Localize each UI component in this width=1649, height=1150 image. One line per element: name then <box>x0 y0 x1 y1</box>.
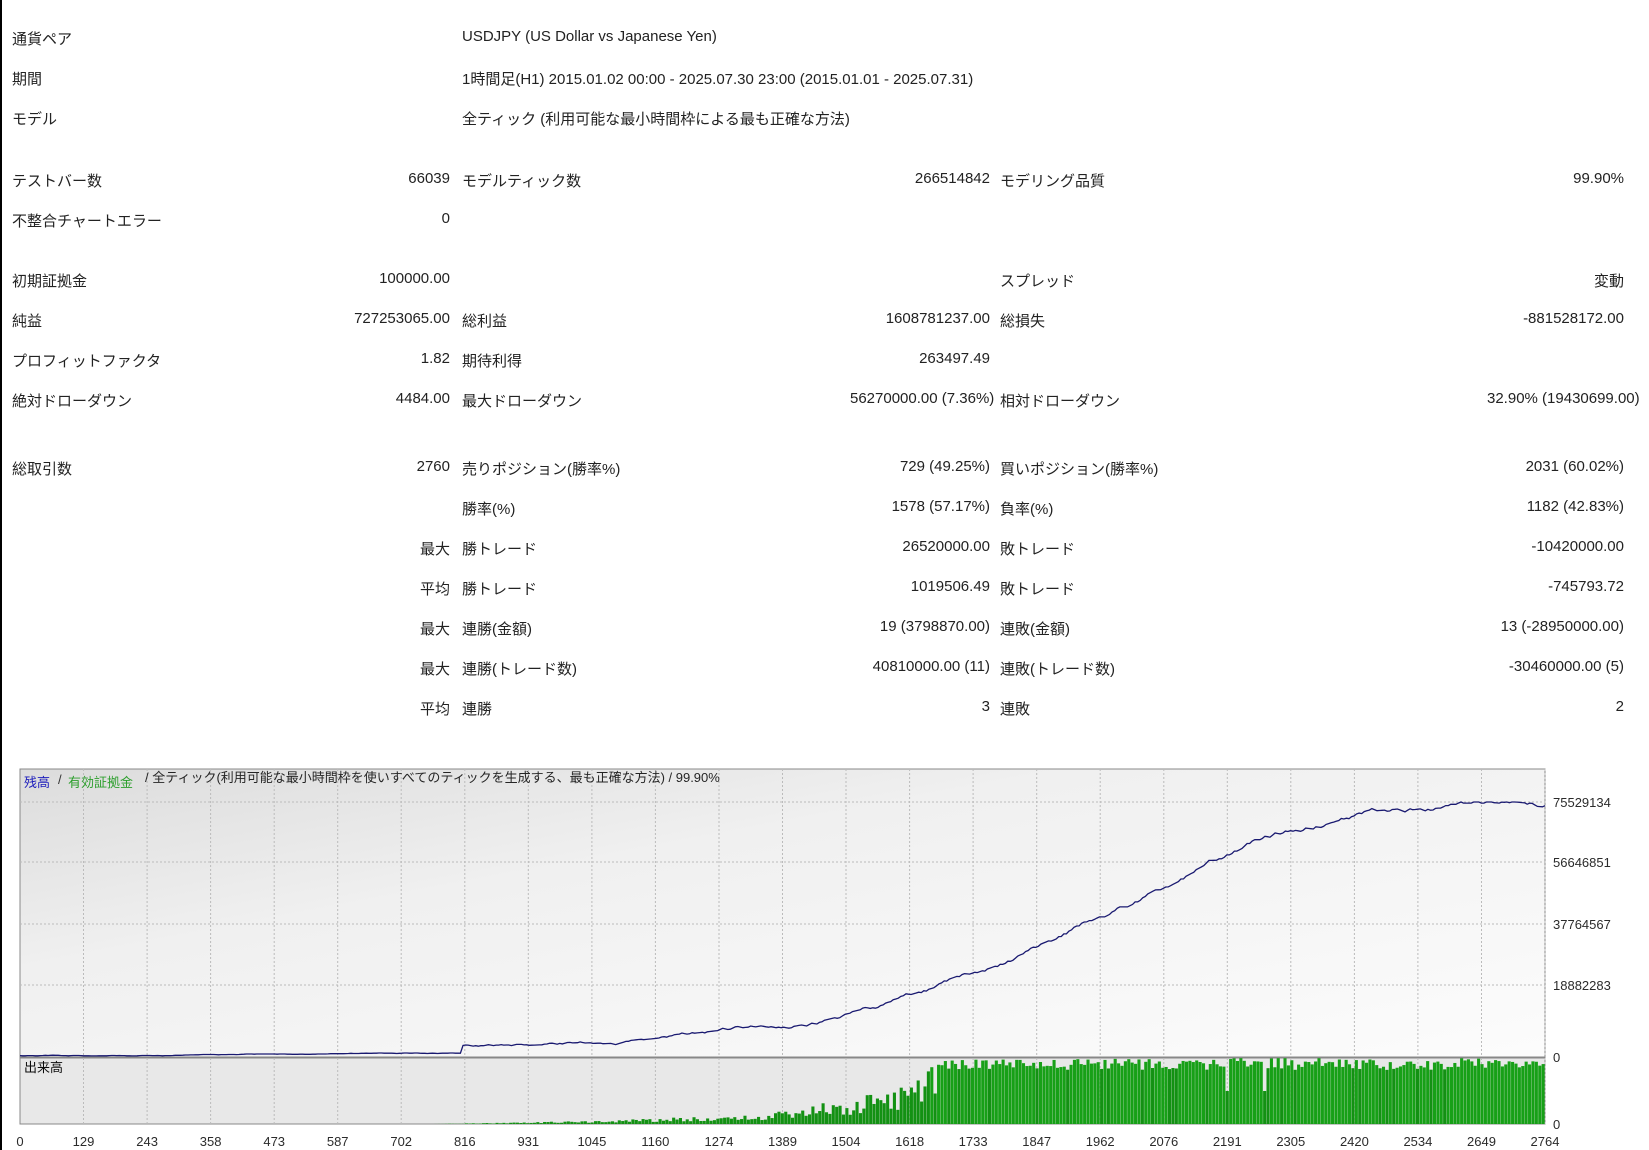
svg-text:243: 243 <box>136 1134 158 1149</box>
svg-text:473: 473 <box>263 1134 285 1149</box>
svg-text:2076: 2076 <box>1149 1134 1178 1149</box>
svg-text:129: 129 <box>73 1134 95 1149</box>
svg-text:出来高: 出来高 <box>24 1060 63 1075</box>
svg-text:2534: 2534 <box>1403 1134 1432 1149</box>
svg-text:2191: 2191 <box>1213 1134 1242 1149</box>
svg-text:0: 0 <box>1553 1117 1560 1132</box>
svg-text:37764567: 37764567 <box>1553 917 1611 932</box>
svg-text:1847: 1847 <box>1022 1134 1051 1149</box>
svg-text:0: 0 <box>16 1134 23 1149</box>
svg-text:702: 702 <box>390 1134 412 1149</box>
svg-text:1504: 1504 <box>832 1134 861 1149</box>
svg-text:2420: 2420 <box>1340 1134 1369 1149</box>
svg-text:2764: 2764 <box>1531 1134 1560 1149</box>
svg-text:75529134: 75529134 <box>1553 795 1611 810</box>
svg-text:18882283: 18882283 <box>1553 978 1611 993</box>
svg-text:587: 587 <box>327 1134 349 1149</box>
svg-text:1045: 1045 <box>577 1134 606 1149</box>
svg-text:1618: 1618 <box>895 1134 924 1149</box>
svg-text:931: 931 <box>517 1134 539 1149</box>
svg-text:1274: 1274 <box>705 1134 734 1149</box>
svg-text:1160: 1160 <box>641 1134 669 1149</box>
svg-text:56646851: 56646851 <box>1553 855 1611 870</box>
svg-text:/ 全ティック(利用可能な最小時間枠を使いすべてのティックを: / 全ティック(利用可能な最小時間枠を使いすべてのティックを生成する、最も正確な… <box>145 770 720 785</box>
svg-text:358: 358 <box>200 1134 222 1149</box>
svg-text:1389: 1389 <box>768 1134 797 1149</box>
svg-text:816: 816 <box>454 1134 476 1149</box>
svg-text:1962: 1962 <box>1086 1134 1115 1149</box>
svg-text:2649: 2649 <box>1467 1134 1496 1149</box>
svg-text:2305: 2305 <box>1276 1134 1305 1149</box>
svg-text:1733: 1733 <box>959 1134 988 1149</box>
svg-text:0: 0 <box>1553 1050 1560 1065</box>
